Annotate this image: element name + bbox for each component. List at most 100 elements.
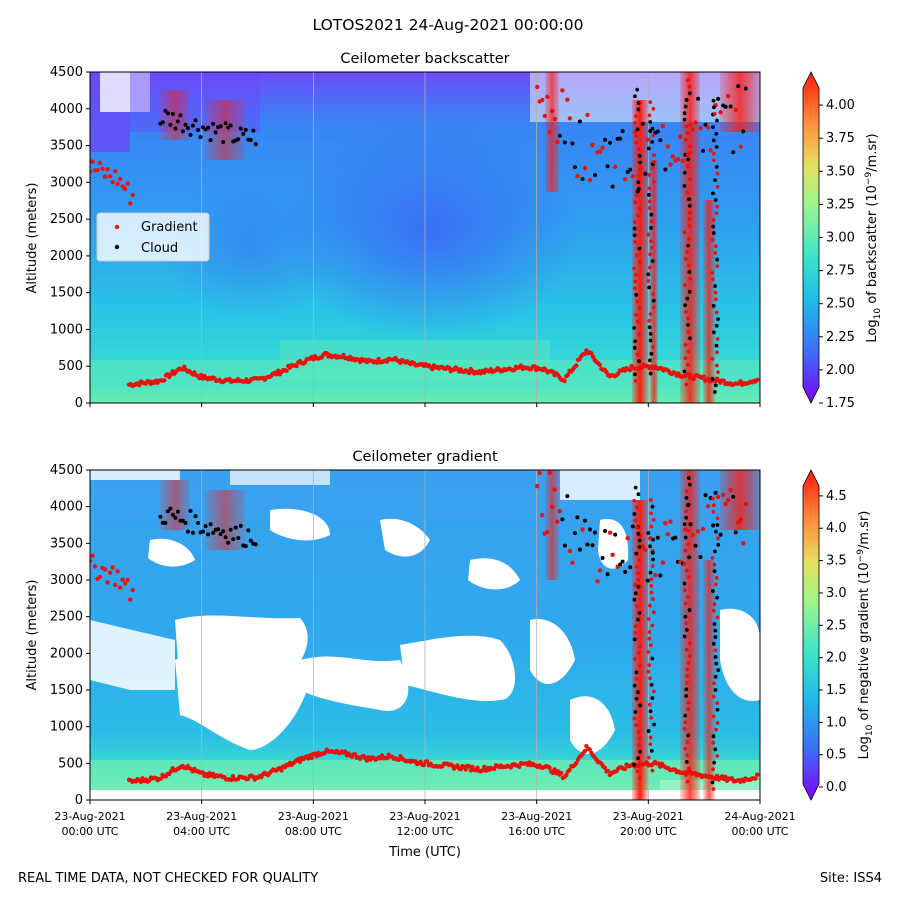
cloud-marker bbox=[682, 111, 687, 116]
gradient-marker bbox=[635, 525, 639, 530]
cloud-marker bbox=[713, 198, 718, 202]
gradient-marker bbox=[647, 113, 652, 118]
gradient-marker bbox=[653, 572, 658, 578]
cloud-marker bbox=[682, 581, 687, 586]
gradient-marker bbox=[635, 604, 639, 609]
gradient-marker bbox=[430, 366, 435, 372]
gradient-marker bbox=[646, 232, 651, 237]
x-tick-time: 00:00 UTC bbox=[731, 825, 788, 838]
gradient-colorbar-ticks: 0.0 0.5 1.0 1.5 2.0 2.5 3.0 3.5 4.0 4.5 bbox=[819, 489, 847, 795]
gradient-marker bbox=[637, 167, 642, 171]
gradient-marker bbox=[650, 623, 655, 628]
colorbar-tick-label: 2.25 bbox=[826, 330, 855, 345]
cloud-marker bbox=[682, 522, 687, 527]
gradient-marker bbox=[158, 776, 164, 781]
gradient-marker bbox=[651, 610, 656, 615]
cloud-marker bbox=[651, 537, 655, 542]
gradient-marker bbox=[117, 585, 123, 590]
gradient-marker bbox=[711, 767, 715, 772]
cloud-marker bbox=[684, 515, 689, 520]
cloud-marker bbox=[687, 608, 692, 612]
gradient-marker bbox=[342, 749, 348, 754]
cloud-marker bbox=[683, 303, 688, 308]
cloud-marker bbox=[630, 524, 635, 529]
cloud-marker bbox=[686, 502, 691, 507]
cloud-marker bbox=[603, 137, 608, 142]
gradient-marker bbox=[682, 726, 687, 731]
gradient-marker bbox=[710, 556, 715, 560]
gradient-marker bbox=[284, 368, 289, 374]
gradient-marker bbox=[634, 134, 639, 138]
cloud-marker bbox=[716, 96, 721, 101]
gradient-marker bbox=[651, 689, 656, 694]
cloud-marker bbox=[228, 527, 233, 532]
gradient-gridlines bbox=[201, 470, 649, 800]
gradient-marker bbox=[565, 372, 571, 377]
y-tick-label: 500 bbox=[58, 756, 83, 771]
gradient-marker bbox=[602, 765, 607, 771]
gradient-marker bbox=[714, 244, 718, 249]
cloud-marker bbox=[712, 760, 717, 765]
gradient-marker bbox=[652, 159, 656, 164]
gradient-marker bbox=[636, 650, 641, 655]
gradient-marker bbox=[650, 768, 655, 773]
cloud-marker bbox=[636, 756, 640, 761]
cloud-marker bbox=[236, 535, 241, 540]
figure-title: LOTOS2021 24-Aug-2021 00:00:00 bbox=[313, 16, 584, 34]
gradient-marker bbox=[646, 278, 651, 283]
cloud-marker bbox=[712, 569, 717, 574]
cloud-marker bbox=[647, 285, 652, 290]
cloud-marker bbox=[696, 96, 701, 101]
cloud-marker bbox=[650, 656, 655, 661]
gradient-marker bbox=[647, 206, 652, 210]
cloud-marker bbox=[711, 125, 715, 130]
cloud-marker bbox=[572, 531, 577, 536]
gradient-marker bbox=[695, 529, 701, 534]
cloud-marker bbox=[686, 476, 691, 480]
gradient-marker bbox=[605, 768, 611, 774]
cloud-marker bbox=[206, 532, 211, 537]
gradient-marker bbox=[102, 567, 108, 572]
gradient-marker bbox=[708, 148, 713, 153]
gradient-marker bbox=[715, 701, 720, 706]
gradient-marker bbox=[595, 579, 600, 584]
cloud-marker bbox=[610, 184, 615, 189]
gradient-marker bbox=[115, 181, 120, 187]
x-axis-label: Time (UTC) bbox=[388, 845, 461, 860]
cloud-marker bbox=[711, 330, 716, 335]
cloud-marker bbox=[572, 165, 577, 170]
gradient-marker bbox=[714, 363, 719, 368]
cloud-marker bbox=[731, 150, 736, 155]
gradient-marker bbox=[547, 470, 552, 476]
gradient-marker bbox=[580, 527, 585, 532]
gradient-marker bbox=[649, 511, 653, 516]
cloud-marker bbox=[711, 523, 716, 528]
cloud-marker bbox=[646, 146, 651, 151]
cloud-marker bbox=[687, 91, 692, 96]
gradient-marker bbox=[686, 575, 691, 579]
gradient-marker bbox=[684, 621, 688, 626]
cloud-marker bbox=[565, 494, 570, 499]
gradient-marker bbox=[712, 681, 717, 686]
gradient-marker bbox=[646, 762, 651, 766]
gradient-marker bbox=[646, 669, 651, 674]
x-tick-time: 00:00 UTC bbox=[61, 825, 118, 838]
y-tick-label: 4500 bbox=[50, 463, 83, 478]
gradient-marker bbox=[711, 714, 716, 719]
cloud-marker bbox=[650, 550, 655, 555]
colorbar-tick-label: 1.75 bbox=[826, 396, 855, 411]
gradient-marker bbox=[711, 217, 716, 222]
gradient-marker bbox=[636, 729, 641, 734]
gradient-marker bbox=[532, 363, 537, 369]
cloud-marker bbox=[603, 529, 608, 534]
cloud-marker bbox=[645, 578, 650, 583]
gradient-marker bbox=[741, 541, 746, 546]
gradient-marker bbox=[564, 772, 569, 778]
gradient-marker bbox=[683, 548, 688, 553]
y-tick-label: 4000 bbox=[50, 500, 83, 515]
gradient-marker bbox=[698, 125, 703, 131]
gradient-marker bbox=[590, 142, 595, 148]
cloud-marker bbox=[211, 121, 216, 126]
gradient-marker bbox=[686, 594, 690, 599]
y-tick-label: 1000 bbox=[50, 720, 83, 735]
